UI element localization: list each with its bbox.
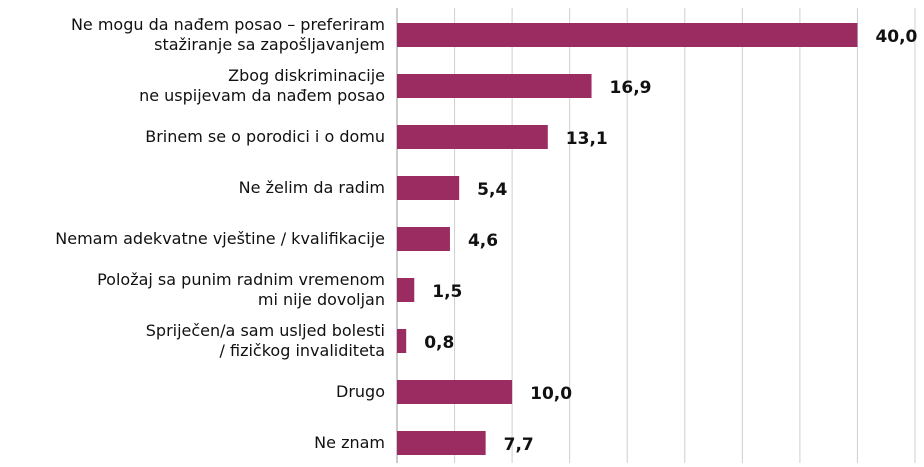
category-label: Zbog diskriminacije ne uspijevam da nađem…	[139, 66, 385, 105]
category-label: Položaj sa punim radnim vremenom mi nije …	[97, 270, 385, 309]
value-label: 1,5	[432, 282, 462, 302]
category-label-line: stažiranje sa zapošljavanjem	[154, 35, 385, 54]
bar	[397, 380, 513, 404]
category-label-line: / fizičkog invaliditeta	[220, 341, 385, 360]
bar	[397, 176, 460, 200]
category-label: Brinem se o porodici i o domu	[145, 127, 385, 146]
category-label-line: Ne mogu da nađem posao – preferiram	[71, 15, 385, 34]
value-label: 5,4	[477, 180, 507, 200]
category-label-line: Položaj sa punim radnim vremenom	[97, 270, 385, 289]
category-label: Spriječen/a sam usljed bolesti / fizičkog…	[146, 321, 385, 360]
value-label: 13,1	[566, 129, 608, 149]
bar	[397, 23, 858, 47]
category-label-line: Brinem se o porodici i o domu	[145, 127, 385, 146]
category-label-line: Zbog diskriminacije	[228, 66, 385, 85]
category-label: Ne želim da radim	[239, 178, 385, 197]
category-label-line: Drugo	[336, 382, 385, 401]
category-label: Ne znam	[314, 433, 385, 452]
bar	[397, 227, 450, 251]
category-label-line: mi nije dovoljan	[258, 290, 385, 309]
category-label: Ne mogu da nađem posao – preferiram staži…	[71, 15, 385, 54]
bar	[397, 431, 486, 455]
bar	[397, 329, 407, 353]
bar	[397, 125, 548, 149]
value-label: 40,0	[875, 27, 917, 47]
bar	[397, 74, 592, 98]
category-label: Nemam adekvatne vještine / kvalifikacije	[55, 229, 385, 248]
value-label: 0,8	[424, 333, 454, 353]
value-label: 7,7	[504, 435, 534, 455]
bar	[397, 278, 415, 302]
category-label: Drugo	[336, 382, 385, 401]
category-label-line: Nemam adekvatne vještine / kvalifikacije	[55, 229, 385, 248]
category-label-line: ne uspijevam da nađem posao	[139, 86, 385, 105]
value-label: 16,9	[610, 78, 652, 98]
value-label: 10,0	[530, 384, 572, 404]
category-label-line: Ne želim da radim	[239, 178, 385, 197]
category-label-line: Ne znam	[314, 433, 385, 452]
category-label-line: Spriječen/a sam usljed bolesti	[146, 321, 385, 340]
value-label: 4,6	[468, 231, 498, 251]
